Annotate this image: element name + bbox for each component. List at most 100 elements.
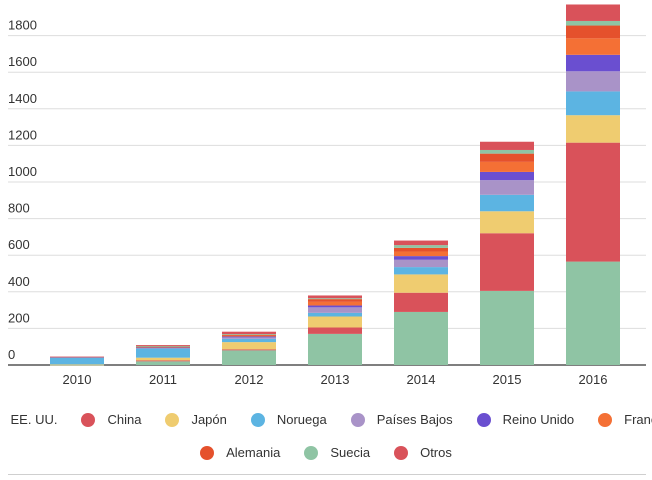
bar-segment — [308, 327, 362, 334]
bar-segment — [394, 245, 448, 248]
bar-segment — [308, 299, 362, 302]
x-tick-label: 2013 — [321, 372, 350, 387]
x-tick-label: 2011 — [149, 372, 177, 387]
legend-item[interactable]: Reino Unido — [476, 412, 575, 427]
bar-segment — [394, 247, 448, 252]
y-tick-label: 1400 — [8, 91, 37, 106]
legend-label: Francia — [624, 412, 652, 427]
bar-segment — [222, 335, 276, 337]
bar-segment — [50, 364, 104, 366]
x-tick-label: 2014 — [407, 372, 436, 387]
y-tick-label: 1200 — [8, 127, 37, 142]
legend-label: Noruega — [276, 412, 327, 427]
legend-row-2: Alemania Suecia Otros — [0, 445, 652, 460]
bar-segment — [394, 251, 448, 257]
bar-segment — [136, 361, 190, 365]
bottom-divider — [8, 474, 646, 475]
bar-segment — [222, 338, 276, 343]
legend-label: Reino Unido — [502, 412, 575, 427]
bar-segment — [308, 307, 362, 313]
bar-segment — [308, 333, 362, 365]
bar-segment — [566, 38, 620, 55]
bar-segment — [566, 54, 620, 72]
bar-segment — [480, 180, 534, 195]
legend-item[interactable]: Francia — [598, 412, 652, 427]
bar-segment — [394, 274, 448, 293]
y-tick-label: 200 — [8, 310, 30, 325]
legend-label: Japón — [191, 412, 227, 427]
legend-item[interactable]: Noruega — [250, 412, 327, 427]
legend-item[interactable]: China — [81, 412, 141, 427]
bar-segment — [136, 347, 190, 349]
bar-segment — [394, 256, 448, 260]
y-tick-label: 1800 — [8, 18, 37, 33]
legend-swatch-icon — [598, 412, 613, 427]
bar-segment — [566, 4, 620, 21]
bar-segment — [308, 301, 362, 306]
bar-segment — [308, 305, 362, 308]
legend-label: Alemania — [226, 445, 281, 460]
bar-segment — [222, 349, 276, 351]
legend-item[interactable]: Suecia — [304, 445, 370, 460]
legend-swatch-icon — [165, 412, 180, 427]
bar-segment — [136, 345, 190, 346]
legend-swatch-icon — [200, 445, 215, 460]
bar-segment — [480, 211, 534, 234]
legend-swatch-icon — [476, 412, 491, 427]
bar-segment — [222, 342, 276, 350]
bar-segment — [566, 91, 620, 116]
bar-segment — [308, 312, 362, 317]
bar-segment — [566, 142, 620, 262]
bar-segment — [222, 334, 276, 335]
bar-segment — [222, 334, 276, 336]
bar-segment — [566, 115, 620, 143]
bar-segment — [394, 240, 448, 246]
y-tick-label: 800 — [8, 201, 30, 216]
bar-segment — [566, 25, 620, 39]
legend-item[interactable]: EE. UU. — [0, 412, 58, 427]
legend-item[interactable]: Países Bajos — [350, 412, 453, 427]
bar-segment — [480, 161, 534, 172]
bar-segment — [394, 311, 448, 365]
bar-segment — [566, 71, 620, 92]
bar-segment — [480, 194, 534, 212]
x-tick-label: 2015 — [493, 372, 522, 387]
bar-segment — [394, 292, 448, 312]
bar-segment — [566, 20, 620, 26]
legend-item[interactable]: Japón — [165, 412, 227, 427]
y-tick-label: 400 — [8, 274, 30, 289]
bar-segment — [50, 356, 104, 358]
legend-label: Países Bajos — [376, 412, 453, 427]
bar-segment — [480, 153, 534, 162]
bar-segment — [50, 357, 104, 365]
legend-swatch-icon — [250, 412, 265, 427]
bar-segment — [394, 267, 448, 275]
y-tick-label: 1000 — [8, 164, 37, 179]
legend-swatch-icon — [350, 412, 365, 427]
bar-segment — [480, 171, 534, 181]
bar-segment — [308, 298, 362, 300]
bar-segment — [222, 337, 276, 339]
bar-segment — [136, 348, 190, 358]
bar-segment — [308, 295, 362, 299]
bar-segment — [480, 233, 534, 291]
bar-segment — [222, 350, 276, 365]
bar-segment — [480, 290, 534, 365]
legend-swatch-icon — [304, 445, 319, 460]
legend-item[interactable]: Otros — [394, 445, 452, 460]
y-tick-label: 0 — [8, 347, 15, 362]
legend-label: Otros — [420, 445, 452, 460]
bar-segment — [136, 357, 190, 361]
legend-item[interactable]: Alemania — [200, 445, 280, 460]
y-tick-label: 1600 — [8, 54, 37, 69]
x-tick-label: 2010 — [63, 372, 92, 387]
bar-segment — [566, 261, 620, 365]
bar-chart: 0 200 400 600 800 1000 1200 1400 1600 1800 2010 201… — [8, 4, 646, 387]
legend-label: China — [107, 412, 142, 427]
bar-segment — [136, 345, 190, 347]
bar-segment — [136, 360, 190, 362]
bar-segment — [394, 259, 448, 268]
legend-row-1: EE. UU. China Japón Noruega Países Bajos Rein… — [0, 412, 652, 427]
legend-label: Suecia — [330, 445, 371, 460]
legend-swatch-icon — [81, 412, 96, 427]
